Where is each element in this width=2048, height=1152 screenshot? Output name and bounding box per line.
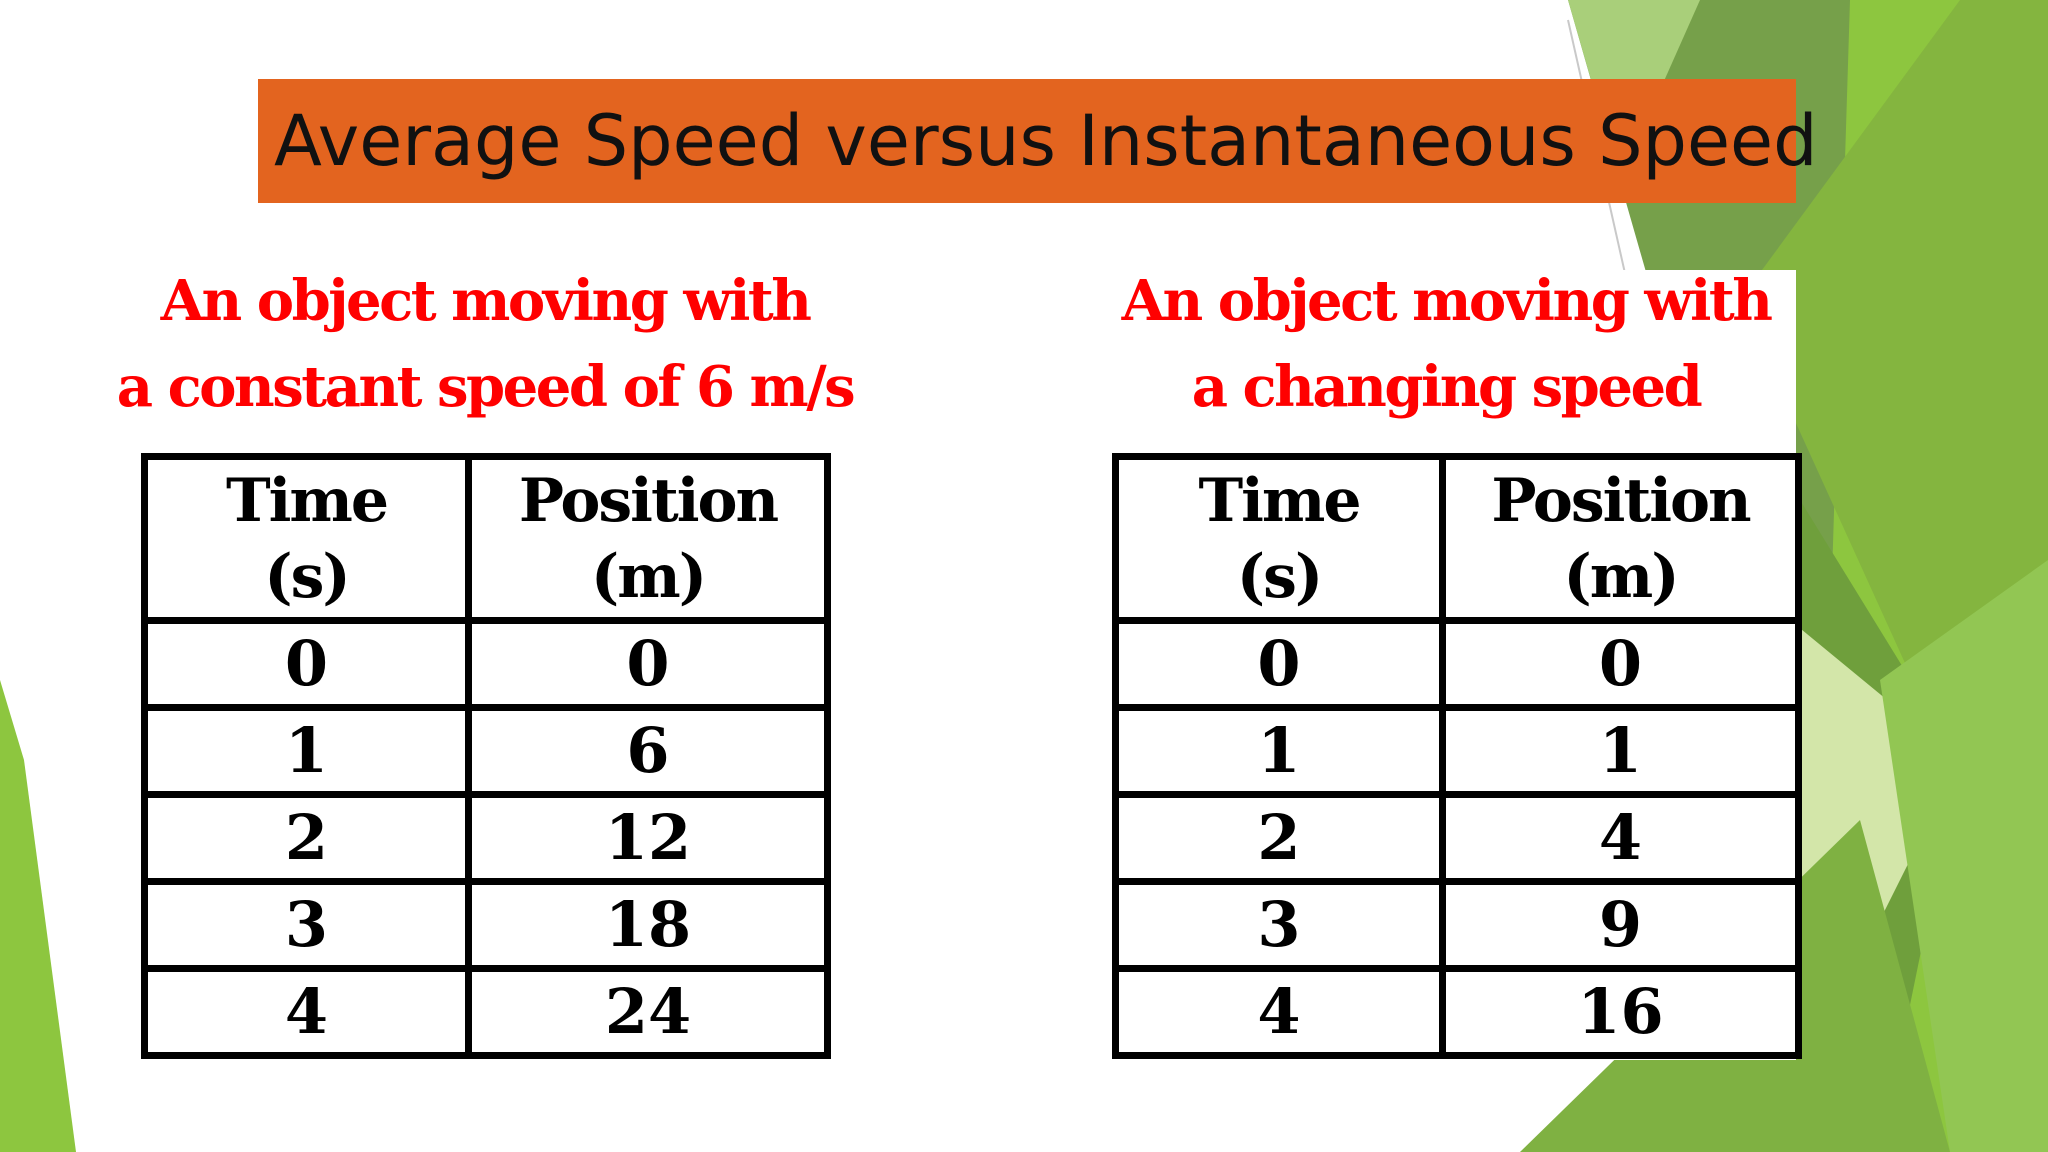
header-position: Position (m) bbox=[465, 453, 831, 624]
position-cell: 24 bbox=[465, 965, 831, 1059]
time-cell: 2 bbox=[1112, 791, 1446, 885]
title-bar: Average Speed versus Instantaneous Speed bbox=[258, 79, 1818, 203]
header-time-unit: (s) bbox=[1236, 541, 1324, 612]
left-caption: An object moving with a constant speed o… bbox=[100, 258, 870, 430]
header-position-unit: (m) bbox=[590, 541, 707, 612]
time-cell: 2 bbox=[141, 791, 472, 885]
right-data-table: Time (s) Position (m) 0 0 1 1 2 4 bbox=[1112, 453, 1802, 1059]
position-cell: 12 bbox=[465, 791, 831, 885]
table-row: 3 9 bbox=[1112, 878, 1802, 972]
header-position: Position (m) bbox=[1439, 453, 1802, 624]
header-position-label: Position bbox=[518, 465, 779, 536]
header-time: Time (s) bbox=[1112, 453, 1446, 624]
position-cell: 9 bbox=[1439, 878, 1802, 972]
time-cell: 4 bbox=[1112, 965, 1446, 1059]
time-cell: 3 bbox=[1112, 878, 1446, 972]
time-cell: 1 bbox=[1112, 704, 1446, 798]
table-row: 1 1 bbox=[1112, 704, 1802, 798]
position-cell: 18 bbox=[465, 878, 831, 972]
table-row: 3 18 bbox=[141, 878, 831, 972]
decor-shape-left bbox=[0, 680, 76, 1152]
table-row: 2 12 bbox=[141, 791, 831, 885]
decor-shape-3 bbox=[1740, 0, 2048, 740]
time-cell: 0 bbox=[141, 617, 472, 711]
position-cell: 4 bbox=[1439, 791, 1802, 885]
slide-title: Average Speed versus Instantaneous Speed bbox=[274, 100, 1818, 182]
table-row: 2 4 bbox=[1112, 791, 1802, 885]
table-row: 0 0 bbox=[1112, 617, 1802, 711]
left-data-table: Time (s) Position (m) 0 0 1 6 2 12 bbox=[141, 453, 831, 1059]
time-cell: 4 bbox=[141, 965, 472, 1059]
position-cell: 16 bbox=[1439, 965, 1802, 1059]
header-time: Time (s) bbox=[141, 453, 472, 624]
table-row: 4 16 bbox=[1112, 965, 1802, 1059]
decor-shape-7 bbox=[1880, 560, 2048, 1152]
table-header-row: Time (s) Position (m) bbox=[141, 453, 831, 624]
position-cell: 1 bbox=[1439, 704, 1802, 798]
table-row: 4 24 bbox=[141, 965, 831, 1059]
position-cell: 6 bbox=[465, 704, 831, 798]
table-row: 0 0 bbox=[141, 617, 831, 711]
header-position-label: Position bbox=[1491, 465, 1751, 536]
time-cell: 3 bbox=[141, 878, 472, 972]
header-time-label: Time bbox=[225, 465, 389, 536]
header-time-unit: (s) bbox=[264, 541, 351, 612]
left-caption-line2: a constant speed of 6 m/s bbox=[116, 354, 856, 420]
time-cell: 1 bbox=[141, 704, 472, 798]
right-caption-line1: An object moving with bbox=[1121, 268, 1773, 334]
left-caption-line1: An object moving with bbox=[160, 268, 812, 334]
time-cell: 0 bbox=[1112, 617, 1446, 711]
position-cell: 0 bbox=[465, 617, 831, 711]
right-caption: An object moving with a changing speed bbox=[1086, 258, 1806, 430]
table-header-row: Time (s) Position (m) bbox=[1112, 453, 1802, 624]
header-position-unit: (m) bbox=[1563, 541, 1679, 612]
position-cell: 0 bbox=[1439, 617, 1802, 711]
table-row: 1 6 bbox=[141, 704, 831, 798]
right-caption-line2: a changing speed bbox=[1191, 354, 1703, 420]
header-time-label: Time bbox=[1198, 465, 1361, 536]
